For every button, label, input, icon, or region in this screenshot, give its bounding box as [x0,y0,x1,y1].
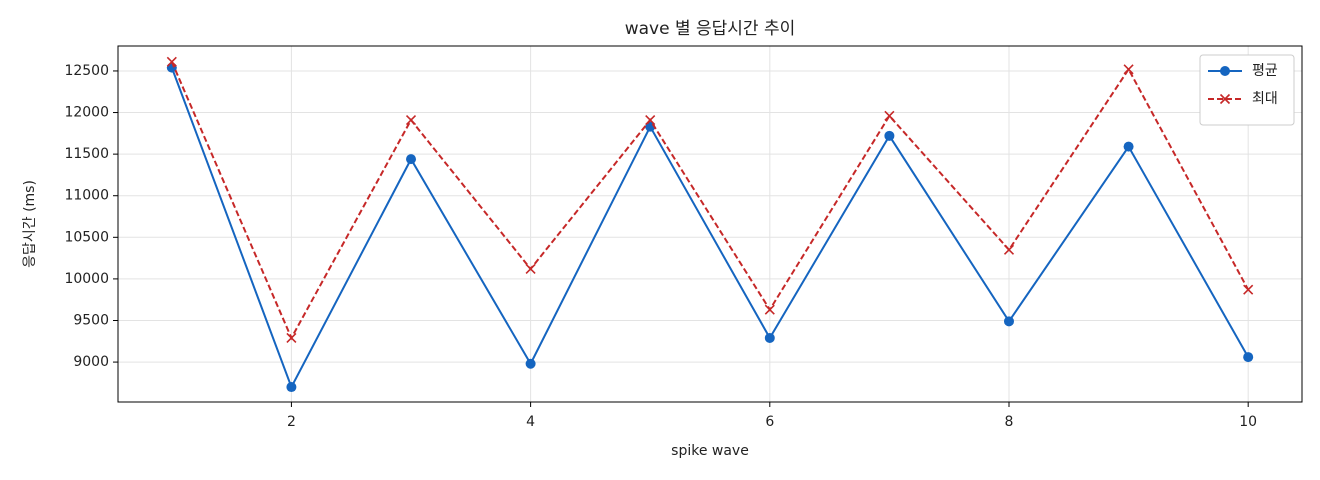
x-tick-label: 10 [1239,414,1257,430]
x-tick-label: 4 [526,414,535,430]
marker-stroke [1123,64,1134,75]
marker-stroke [884,110,895,121]
marker-stroke [764,304,775,315]
x-tick-label: 6 [765,414,774,430]
marker [884,110,895,121]
marker [1220,66,1230,76]
marker [1003,316,1014,327]
legend-label: 최대 [1252,91,1278,107]
marker-stroke [286,332,297,344]
marker [406,154,417,165]
marker [1219,93,1231,105]
marker [1243,352,1254,363]
series-line [170,67,1250,390]
series-line [170,61,1250,341]
y-tick-label: 11000 [64,188,109,204]
marker [1123,141,1134,152]
y-tick-label: 10500 [64,229,109,245]
y-tick-label: 12000 [64,105,109,121]
y-tick-label: 12500 [64,63,109,79]
marker [764,304,775,315]
marker-stroke [1243,284,1254,295]
marker-stroke [1219,93,1231,105]
marker-stroke [645,114,656,126]
x-tick-label: 2 [287,414,296,430]
marker-stroke [525,263,536,274]
marker [645,114,656,126]
marker [525,358,536,369]
marker-stroke [166,56,177,67]
marker-stroke [1003,244,1015,255]
marker [764,332,775,343]
marker [405,114,417,126]
chart-title: wave 별 응답시간 추이 [625,19,796,39]
x-tick-label: 8 [1005,414,1014,430]
marker [1123,64,1134,75]
marker [525,263,536,274]
y-tick-label: 10000 [64,271,109,287]
y-axis-label: 응답시간 (ms) [22,180,38,268]
marker-stroke [405,114,417,126]
y-tick-label: 9000 [73,354,109,370]
marker [286,332,297,344]
plot-frame [117,45,1303,403]
marker [1003,244,1015,255]
y-tick-label: 9500 [73,312,109,328]
x-axis-label: spike wave [671,443,749,459]
marker [884,130,895,141]
y-tick-label: 11500 [64,146,109,162]
legend-label: 평균 [1252,63,1278,79]
legend-box [1199,54,1295,126]
marker [286,382,297,393]
marker [1243,284,1254,295]
marker [166,56,177,67]
